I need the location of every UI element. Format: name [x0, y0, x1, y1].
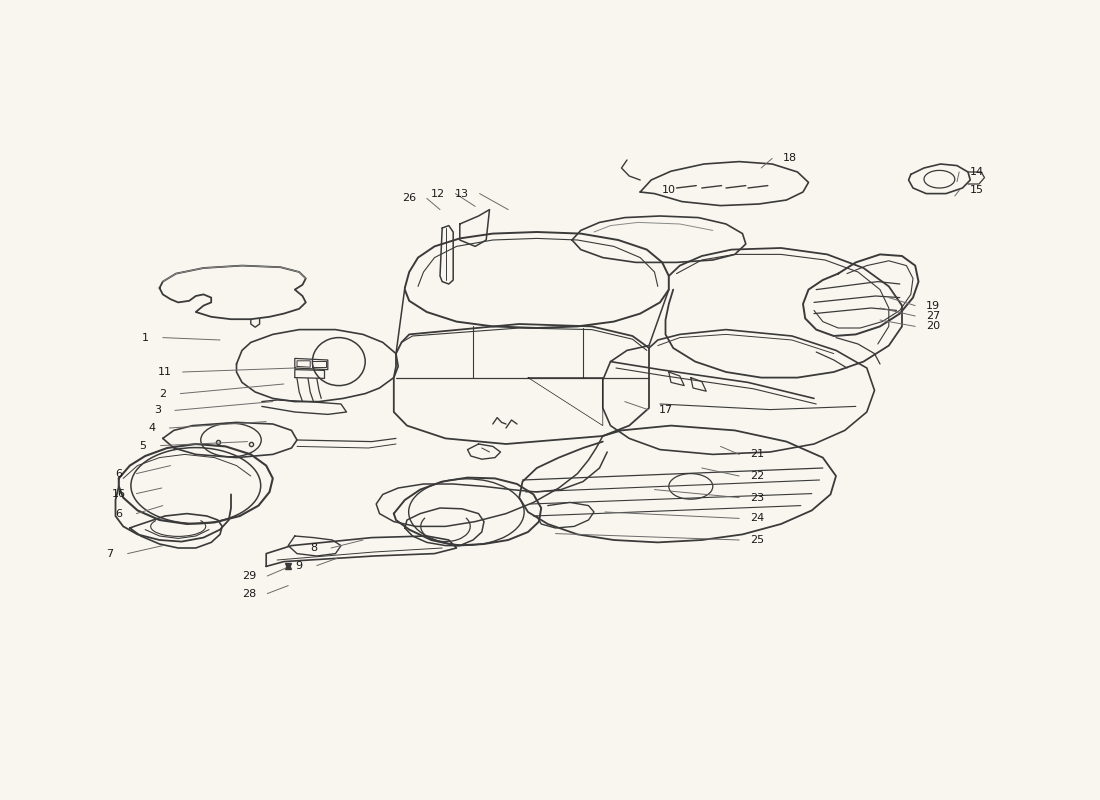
Text: 27: 27	[926, 311, 939, 321]
Text: 2: 2	[160, 389, 166, 398]
Text: 26: 26	[403, 194, 416, 203]
Text: 4: 4	[148, 423, 155, 433]
Text: 14: 14	[970, 167, 983, 177]
Text: 22: 22	[750, 471, 763, 481]
Text: 28: 28	[243, 589, 256, 598]
Text: 20: 20	[926, 322, 939, 331]
Text: 10: 10	[662, 186, 675, 195]
Text: 13: 13	[455, 189, 469, 198]
Text: 17: 17	[659, 405, 672, 414]
Text: 25: 25	[750, 535, 763, 545]
Text: 19: 19	[926, 301, 939, 310]
Text: 5: 5	[140, 441, 146, 450]
Text: 29: 29	[243, 571, 256, 581]
Text: 6: 6	[116, 509, 122, 518]
Text: 11: 11	[158, 367, 172, 377]
Text: 15: 15	[970, 186, 983, 195]
Text: 9: 9	[296, 561, 303, 570]
Text: 21: 21	[750, 450, 763, 459]
Text: 8: 8	[310, 543, 317, 553]
Text: 7: 7	[107, 549, 113, 558]
Text: 12: 12	[431, 189, 444, 198]
Text: 18: 18	[783, 154, 796, 163]
Text: 24: 24	[750, 514, 763, 523]
Text: 16: 16	[112, 489, 125, 498]
Text: 1: 1	[142, 333, 148, 342]
Text: 6: 6	[116, 469, 122, 478]
Text: 23: 23	[750, 493, 763, 502]
Text: 3: 3	[154, 406, 161, 415]
